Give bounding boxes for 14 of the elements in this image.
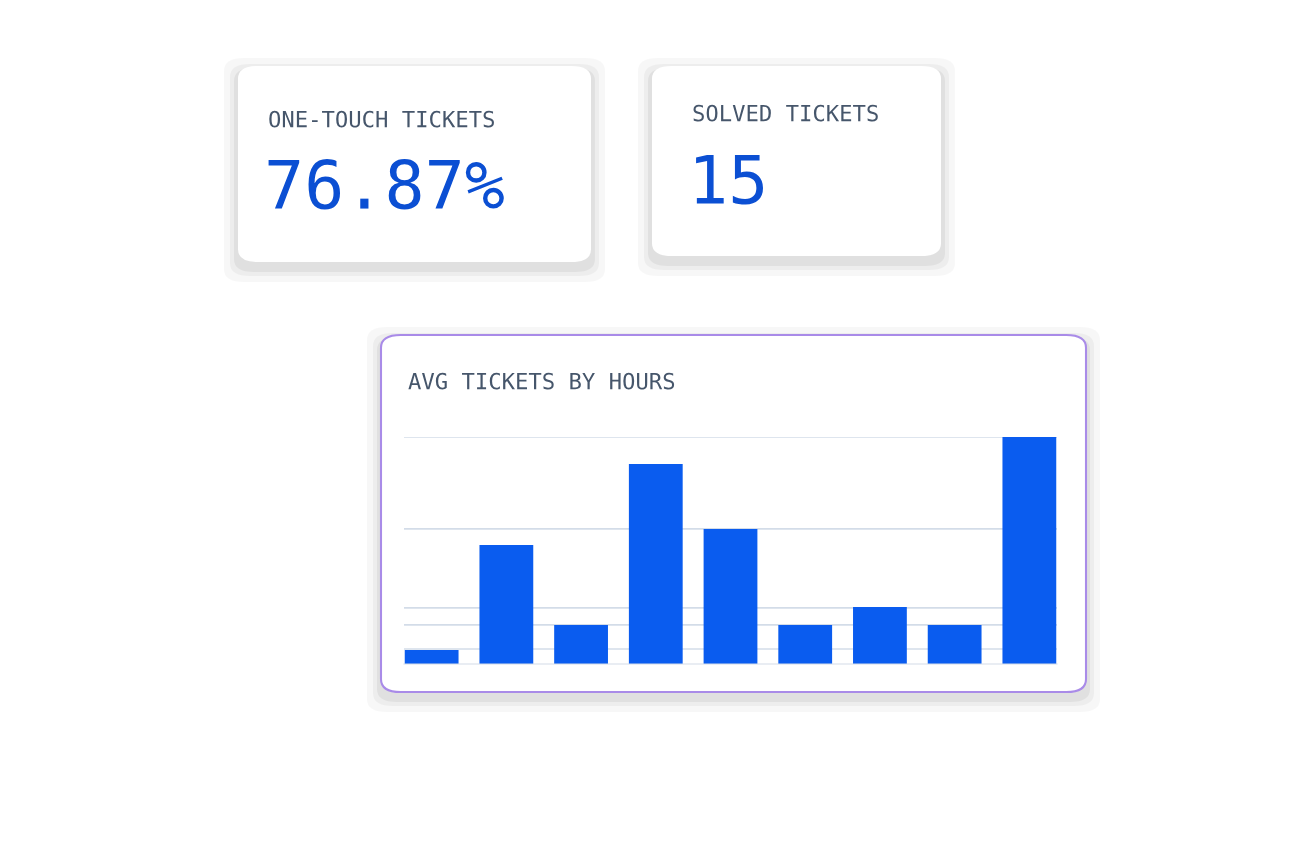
chart-title: AVG TICKETS BY HOURS [408, 372, 675, 390]
bar [778, 624, 833, 664]
text: ONE-TOUCH TICKETS [269, 110, 494, 128]
bar [479, 545, 534, 664]
bar [703, 528, 758, 664]
bar [628, 464, 683, 664]
bar [853, 607, 907, 664]
bar [927, 624, 982, 664]
bar [1002, 437, 1057, 664]
text: 76.87% [268, 159, 504, 210]
bar [404, 649, 459, 664]
text: SOLVED TICKETS [693, 104, 878, 122]
text: 15 [696, 154, 763, 205]
bar [554, 624, 608, 664]
